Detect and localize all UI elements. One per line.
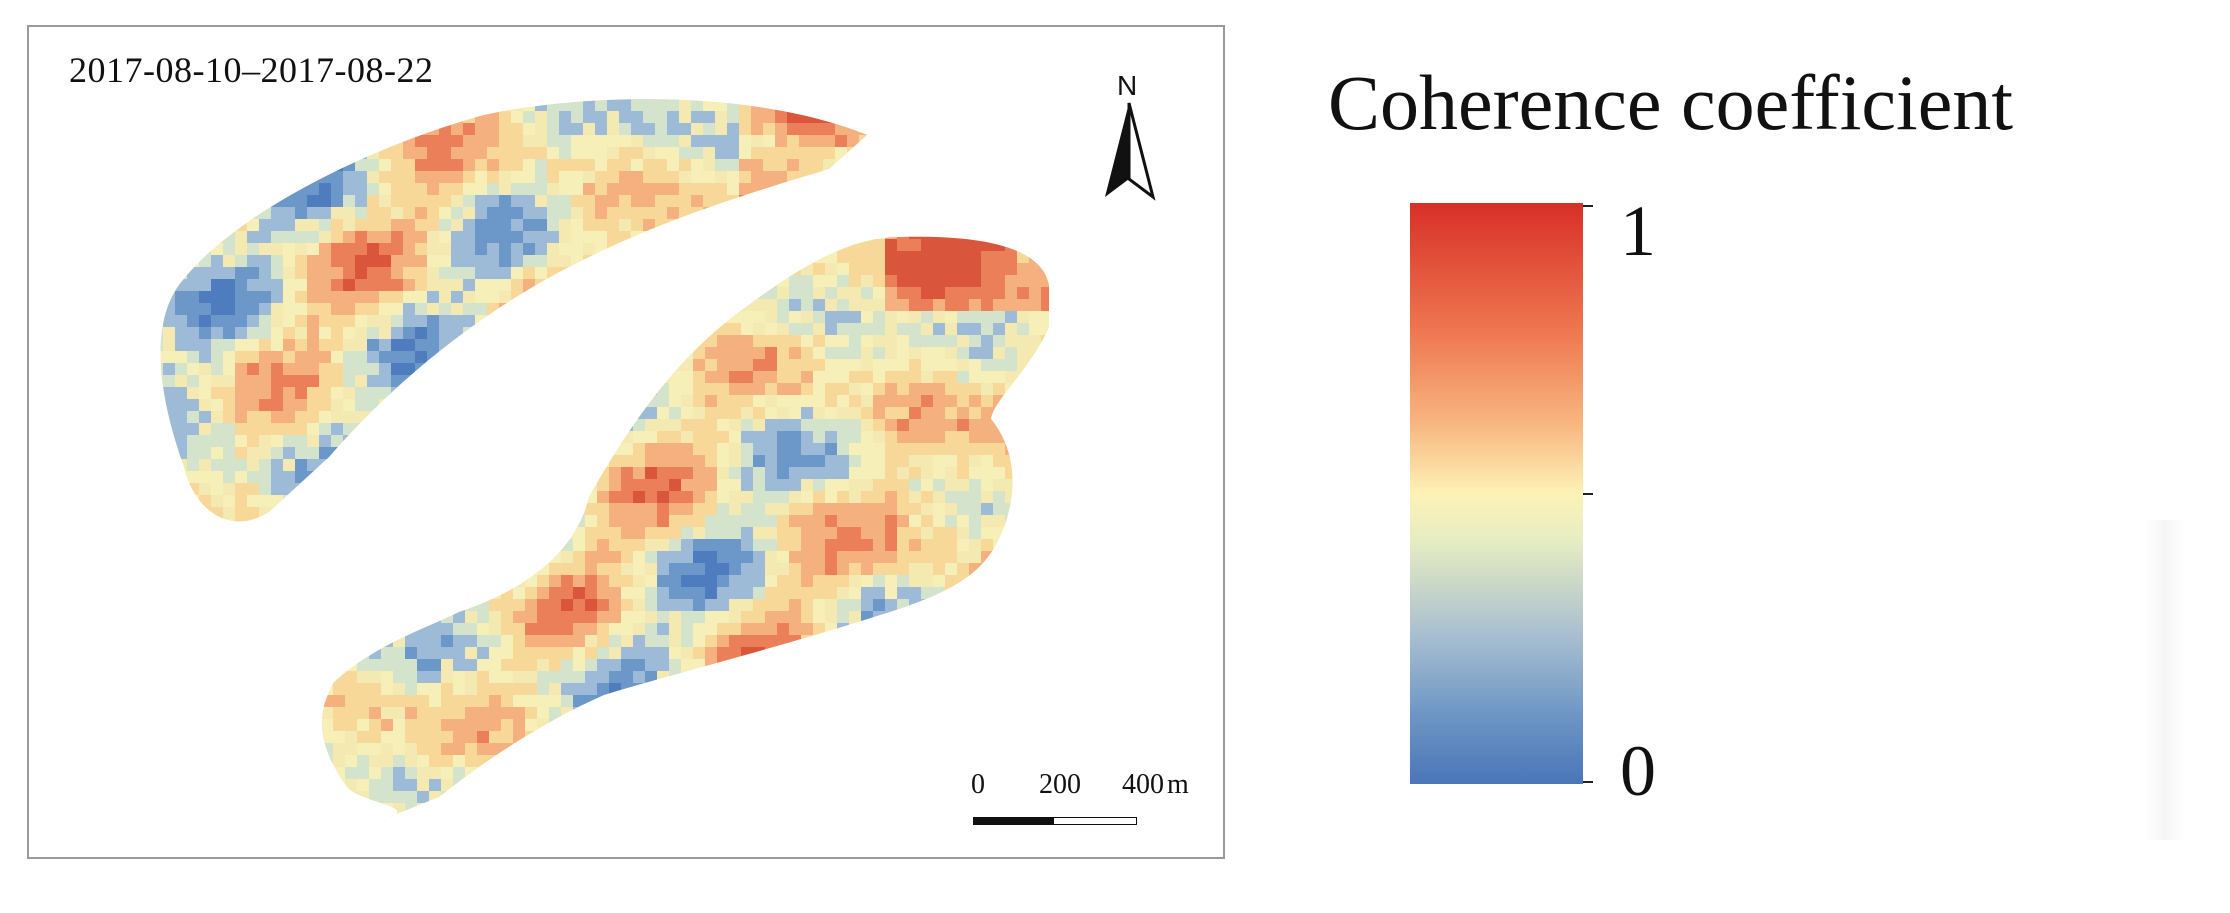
north-arrow-right-half [1127,102,1156,201]
scale-label-400: 400 [1122,769,1164,800]
scale-unit: m [1167,769,1189,800]
legend-min-label: 0 [1620,731,1656,811]
legend-title: Coherence coefficient [1328,59,2014,146]
north-label: N [1117,70,1137,101]
legend-tick-min [1583,781,1593,783]
legend-colorbar [1410,203,1583,784]
scale-bar-black [973,817,1053,825]
map-panel: 2017-08-10–2017-08-22 N 0 200 400 m [27,25,1225,859]
coherence-map [160,99,1049,818]
scale-bar-white [1053,817,1137,825]
north-arrow-left-half [1105,103,1129,197]
scale-label-200: 200 [1039,769,1081,800]
legend-tick-mid [1583,493,1593,495]
scale-bar: 0 200 400 m [957,769,1189,839]
scale-label-0: 0 [971,769,985,800]
legend-max-label: 1 [1620,191,1656,271]
date-range-label: 2017-08-10–2017-08-22 [69,50,434,90]
legend-tick-max [1583,205,1593,207]
north-arrow: N [1097,67,1167,212]
background-smudge [2145,520,2185,840]
